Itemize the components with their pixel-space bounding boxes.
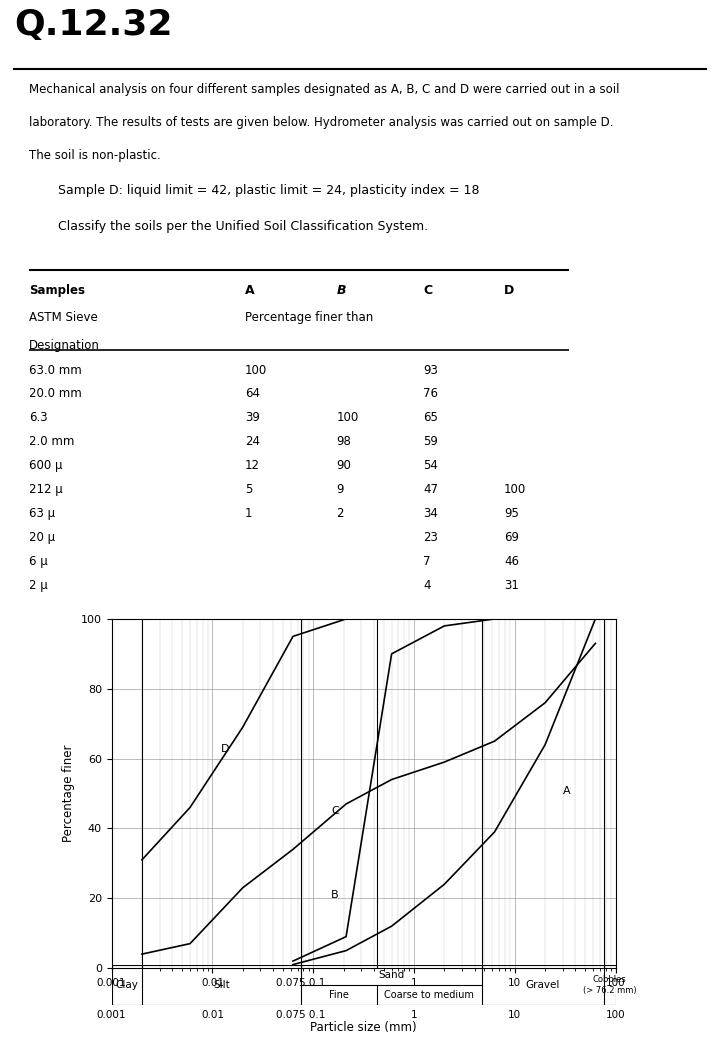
Text: 63 μ: 63 μ [29,507,55,521]
Text: 7: 7 [423,555,431,568]
Text: Cobbles
(> 76.2 mm): Cobbles (> 76.2 mm) [582,975,636,995]
Text: C: C [331,806,338,817]
Text: 47: 47 [423,484,438,496]
Text: A: A [563,785,570,796]
Text: 9: 9 [337,484,344,496]
Text: Sand: Sand [378,970,405,980]
Text: 63.0 mm: 63.0 mm [29,364,81,377]
Text: Classify the soils per the Unified Soil Classification System.: Classify the soils per the Unified Soil … [58,220,428,233]
Text: laboratory. The results of tests are given below. Hydrometer analysis was carrie: laboratory. The results of tests are giv… [29,115,613,128]
Text: Silt: Silt [213,980,230,990]
Text: Particle size (mm): Particle size (mm) [310,1021,417,1034]
Text: 100: 100 [337,412,359,424]
Text: 31: 31 [504,579,519,591]
Text: Fine: Fine [328,990,348,1000]
Text: 100: 100 [245,364,267,377]
Text: Coarse to medium: Coarse to medium [384,990,474,1000]
Text: 100: 100 [504,484,526,496]
Text: Q.12.32: Q.12.32 [14,8,173,42]
Text: The soil is non-plastic.: The soil is non-plastic. [29,148,161,162]
Text: 6 μ: 6 μ [29,555,48,568]
Text: Gravel: Gravel [526,980,560,990]
Text: 90: 90 [337,459,351,472]
Text: 2: 2 [337,507,344,521]
Y-axis label: Percentage finer: Percentage finer [63,745,76,842]
Text: 600 μ: 600 μ [29,459,63,472]
Text: 4: 4 [423,579,431,591]
Text: Samples: Samples [29,284,85,296]
Text: 0.001: 0.001 [97,1009,126,1020]
Text: B: B [331,890,338,900]
Text: 65: 65 [423,412,438,424]
Text: 6.3: 6.3 [29,412,48,424]
Text: 98: 98 [337,435,351,449]
Text: 64: 64 [245,387,260,401]
Text: Percentage finer than: Percentage finer than [245,311,373,324]
Text: D: D [220,744,229,753]
Text: 34: 34 [423,507,438,521]
Text: 46: 46 [504,555,519,568]
Text: Designation: Designation [29,339,99,351]
Text: 20 μ: 20 μ [29,531,55,544]
Text: 0.075 0.1: 0.075 0.1 [276,1009,325,1020]
Text: 24: 24 [245,435,260,449]
Text: 1: 1 [410,1009,418,1020]
Text: 2 μ: 2 μ [29,579,48,591]
Text: B: B [337,284,346,296]
Text: 69: 69 [504,531,519,544]
Text: 39: 39 [245,412,260,424]
Text: 54: 54 [423,459,438,472]
Text: 5: 5 [245,484,252,496]
Text: 2.0 mm: 2.0 mm [29,435,74,449]
Text: 12: 12 [245,459,260,472]
Text: Mechanical analysis on four different samples designated as A, B, C and D were c: Mechanical analysis on four different sa… [29,83,619,95]
Text: 76: 76 [423,387,438,401]
Text: 95: 95 [504,507,519,521]
Text: ASTM Sieve: ASTM Sieve [29,311,97,324]
Text: 1: 1 [245,507,252,521]
Text: C: C [423,284,432,296]
Text: Clay: Clay [115,980,138,990]
Text: A: A [245,284,254,296]
Text: 10: 10 [508,1009,521,1020]
Text: 23: 23 [423,531,438,544]
Text: 20.0 mm: 20.0 mm [29,387,81,401]
Text: 212 μ: 212 μ [29,484,63,496]
Text: D: D [504,284,514,296]
Text: 59: 59 [423,435,438,449]
Text: 100: 100 [606,1009,626,1020]
Text: 0.01: 0.01 [201,1009,224,1020]
Text: Sample D: liquid limit = 42, plastic limit = 24, plasticity index = 18: Sample D: liquid limit = 42, plastic lim… [58,184,479,197]
Text: 93: 93 [423,364,438,377]
